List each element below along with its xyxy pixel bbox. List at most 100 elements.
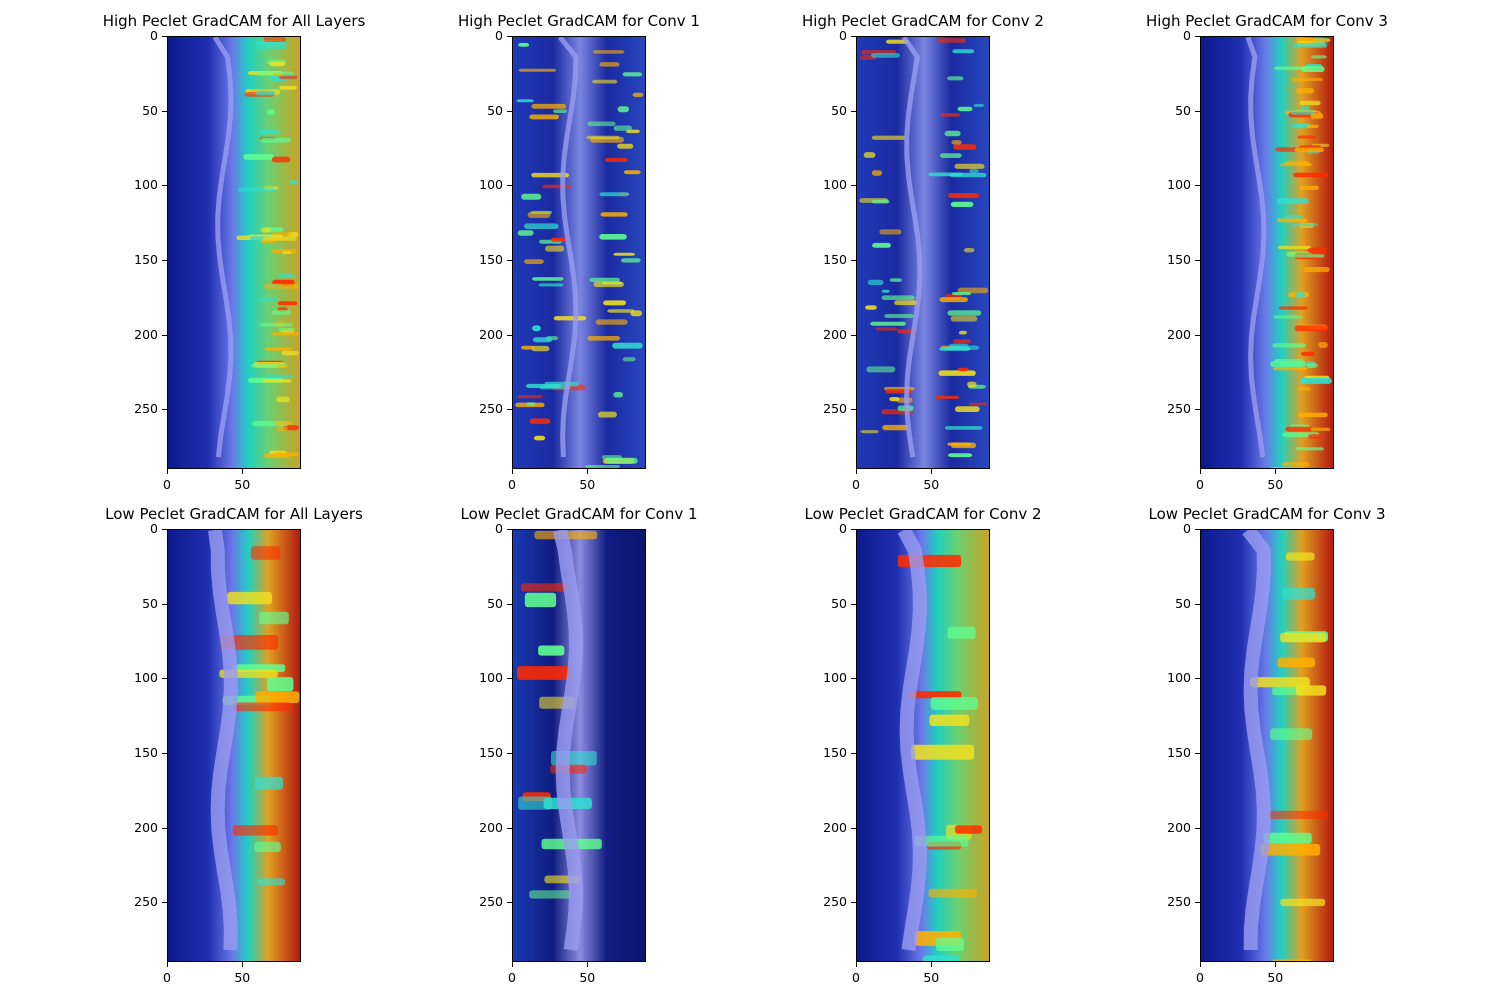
activation-streak [516,99,534,103]
activation-streak [1277,218,1308,223]
y-tick-mark [162,259,167,261]
y-tick-mark [507,185,512,187]
y-tick-mark [507,529,512,530]
activation-streak [1277,657,1316,668]
y-tick-label: 0 [1183,521,1191,536]
activation-streak [936,937,965,951]
y-tick-mark [1195,259,1200,261]
y-tick-label: 50 [1175,102,1191,118]
y-tick-mark [851,409,856,411]
y-tick-label: 150 [134,251,158,267]
activation-streak [265,374,294,379]
activation-streak [599,62,620,67]
activation-streak [881,289,890,293]
y-tick-label: 0 [150,521,158,536]
activation-streak [553,316,587,321]
heatmap-panel-lp-c3: Low Peclet GradCAM for Conv 3 0 50 100 150 20… [1148,505,1385,985]
activation-streak [255,691,300,703]
activation-streak [875,327,898,331]
activation-streak [1272,959,1312,961]
activation-streak [944,130,961,137]
activation-streak [612,342,643,349]
activation-streak [1307,247,1327,254]
y-tick-label: 200 [1167,819,1191,835]
panel-title: High Peclet GradCAM for Conv 1 [458,12,700,30]
activation-streak [1300,106,1311,111]
activation-streak [863,152,876,158]
activation-streak [1299,100,1321,106]
y-tick-label: 50 [487,595,503,611]
activation-streak [886,39,909,44]
activation-streak [259,611,289,625]
y-tick-mark [1195,409,1200,411]
x-tick-mark [1200,469,1201,474]
activation-streak [518,68,557,72]
y-tick-mark [1195,529,1200,530]
y-tick-label: 250 [134,401,158,417]
activation-streak [1295,685,1327,696]
y-tick-mark [1195,185,1200,187]
y-tick-label: 200 [479,326,503,342]
y-tick-mark [507,902,512,904]
y-tick-label: 50 [831,102,847,118]
activation-streak [1263,832,1312,844]
activation-streak [938,370,976,376]
y-tick-label: 200 [1167,326,1191,342]
activation-streak [622,357,636,362]
heatmap-panel-lp-c2: Low Peclet GradCAM for Conv 2 0 50 100 150 20… [804,505,1041,985]
activation-streak [954,163,985,169]
activation-streak [233,702,292,712]
y-tick-label: 150 [1167,744,1191,760]
heatmap-image-frame [167,36,301,469]
y-tick-label: 50 [1175,595,1191,611]
activation-streak [951,292,972,296]
activation-streak [529,418,551,424]
activation-streak [586,135,620,140]
activation-streak [1297,135,1317,139]
x-tick-mark [1275,962,1277,967]
y-tick-mark [1195,36,1200,37]
y-tick-label: 100 [1167,177,1191,193]
activation-streak [271,156,291,163]
y-tick-mark [851,678,856,680]
activation-streak [951,140,962,145]
heatmap-image-frame [1200,529,1334,962]
y-tick-mark [1195,334,1200,336]
activation-streak [1308,434,1322,439]
activation-streak [1294,292,1306,298]
panel-title: Low Peclet GradCAM for Conv 3 [1148,505,1386,523]
activation-streak [255,90,276,96]
y-tick-mark [507,752,512,754]
activation-streak [538,645,565,656]
y-tick-mark [507,603,512,605]
x-tick-label: 50 [579,970,596,985]
x-tick-mark [242,469,244,474]
y-tick-label: 250 [479,894,503,910]
activation-streak [262,379,292,383]
activation-streak [1276,198,1309,204]
x-tick-label: 50 [1267,477,1284,492]
activation-streak [518,796,553,810]
heatmap-image-frame [512,36,646,469]
activation-streak [1295,88,1314,94]
activation-streak [598,411,617,418]
activation-streak [532,325,541,332]
x-tick-mark [242,962,244,967]
activation-streak [532,337,553,343]
y-tick-label: 250 [823,401,847,417]
x-tick-mark [587,469,589,474]
y-tick-label: 100 [823,670,847,686]
y-tick-label: 200 [823,819,847,835]
activation-streak [279,75,298,80]
activation-streak [587,336,621,341]
y-tick-mark [162,827,167,829]
activation-streak [934,395,960,399]
activation-streak [227,591,272,605]
activation-streak [250,546,281,560]
x-tick-label: 0 [852,970,860,985]
activation-streak [257,878,286,886]
activation-streak [957,287,989,294]
activation-streak [264,347,292,351]
x-tick-label: 0 [508,970,516,985]
activation-streak [600,212,628,217]
